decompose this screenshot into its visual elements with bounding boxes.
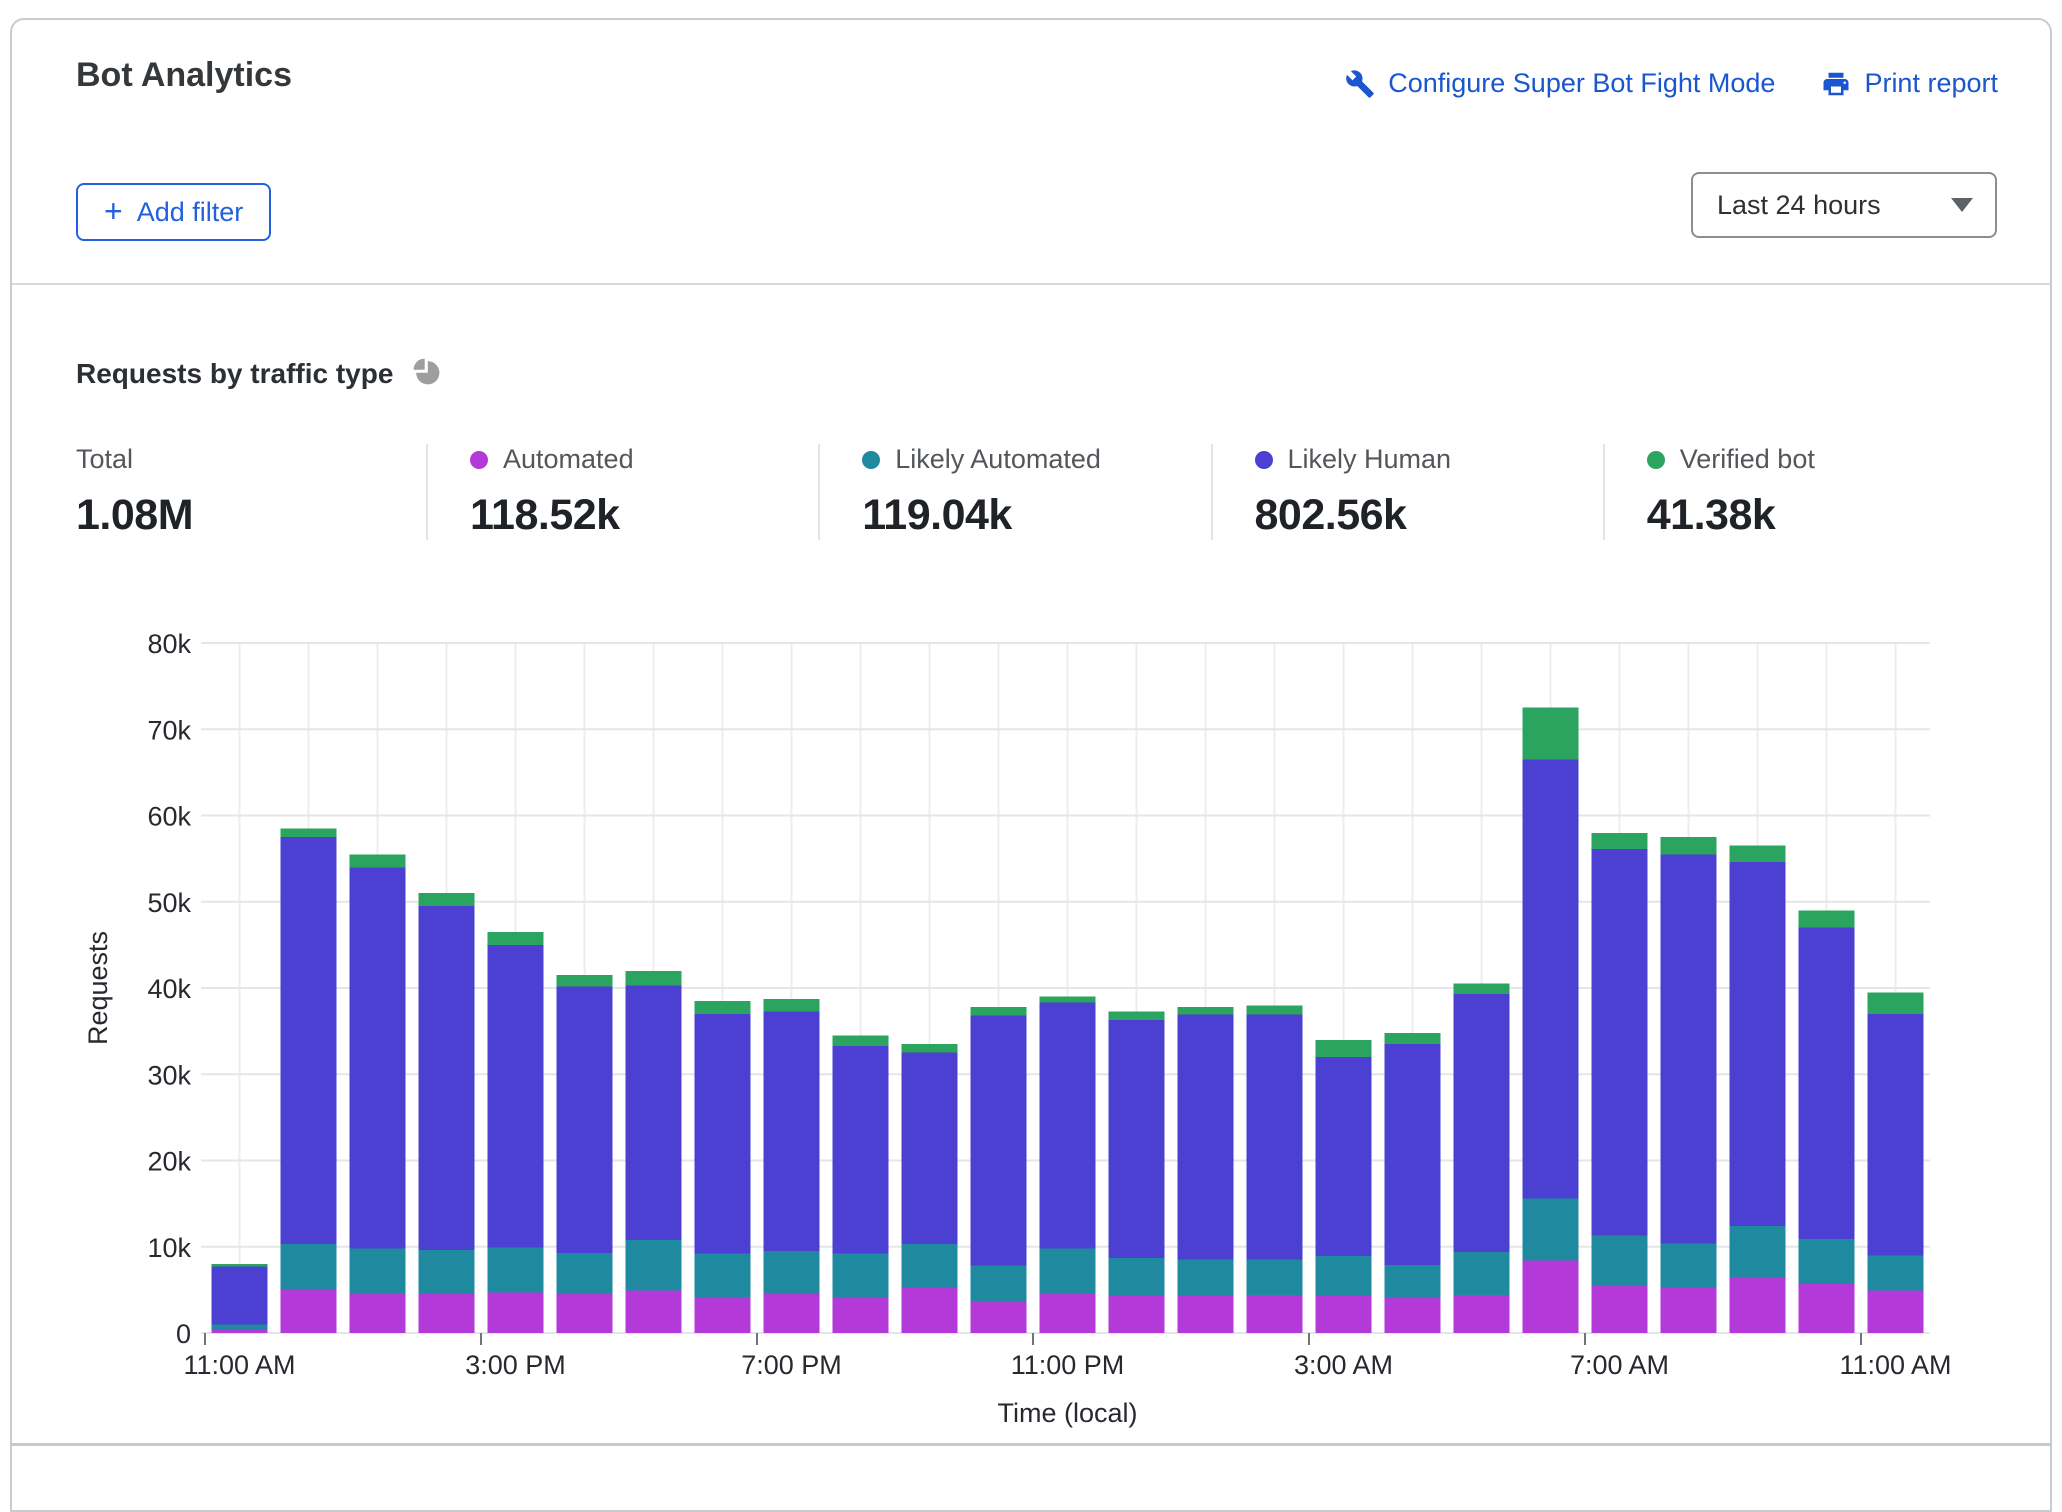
svg-text:50k: 50k — [147, 888, 191, 918]
svg-text:60k: 60k — [147, 802, 191, 832]
stat-verified-bot-value: 41.38k — [1646, 491, 1776, 539]
header-links: Configure Super Bot Fight Mode Print rep… — [1345, 68, 1998, 99]
likely-automated-legend-dot — [862, 450, 881, 469]
plus-icon: + — [104, 192, 123, 229]
stats-row: Total 1.08M Automated 118.52k Likely Aut… — [76, 444, 1995, 540]
stat-total: Total 1.08M — [76, 444, 426, 540]
svg-text:0: 0 — [176, 1319, 191, 1349]
time-range-select[interactable]: Last 24 hours — [1691, 172, 1997, 238]
configure-super-bot-fight-mode-link[interactable]: Configure Super Bot Fight Mode — [1345, 68, 1775, 99]
card-header: Bot Analytics Configure Super Bot Fight … — [12, 20, 2050, 285]
svg-text:Time (local): Time (local) — [997, 1398, 1137, 1428]
verified-bot-legend-dot — [1646, 450, 1665, 469]
stat-likely-human: Likely Human 802.56k — [1210, 444, 1603, 540]
add-filter-button[interactable]: + Add filter — [76, 183, 272, 241]
stat-verified-bot: Verified bot 41.38k — [1602, 444, 1995, 540]
print-link-label: Print report — [1864, 68, 1998, 98]
svg-text:11:00 PM: 11:00 PM — [1011, 1350, 1125, 1380]
bot-analytics-card: Bot Analytics Configure Super Bot Fight … — [10, 18, 2052, 1512]
svg-text:3:00 AM: 3:00 AM — [1294, 1350, 1393, 1380]
svg-text:11:00 AM: 11:00 AM — [183, 1350, 295, 1380]
stat-automated-label: Automated — [503, 444, 634, 474]
svg-text:3:00 PM: 3:00 PM — [465, 1350, 566, 1380]
automated-legend-dot — [470, 450, 488, 469]
page-title: Bot Analytics — [76, 56, 293, 94]
stat-automated: Automated 118.52k — [426, 444, 818, 540]
svg-text:40k: 40k — [147, 974, 191, 1004]
stat-total-value: 1.08M — [76, 491, 194, 539]
stat-likely-human-label: Likely Human — [1287, 444, 1452, 474]
section-title: Requests by traffic type — [76, 358, 394, 389]
pie-chart-icon — [411, 356, 442, 392]
likely-human-legend-dot — [1254, 450, 1273, 469]
svg-text:Requests: Requests — [83, 931, 113, 1045]
stat-likely-automated: Likely Automated 119.04k — [818, 444, 1210, 540]
stat-likely-human-value: 802.56k — [1254, 491, 1407, 539]
chevron-down-icon — [1951, 198, 1973, 212]
svg-text:20k: 20k — [147, 1147, 191, 1177]
printer-icon — [1821, 69, 1851, 99]
svg-text:30k: 30k — [147, 1060, 191, 1090]
stat-total-label: Total — [76, 444, 134, 474]
wrench-icon — [1345, 69, 1375, 99]
svg-text:7:00 AM: 7:00 AM — [1570, 1350, 1669, 1380]
svg-text:10k: 10k — [147, 1233, 191, 1263]
svg-text:70k: 70k — [147, 715, 191, 745]
section-title-row: Requests by traffic type — [76, 356, 442, 392]
stat-automated-value: 118.52k — [470, 491, 620, 539]
svg-text:11:00 AM: 11:00 AM — [1839, 1350, 1951, 1380]
time-range-value: Last 24 hours — [1717, 189, 1881, 220]
stat-likely-automated-value: 119.04k — [862, 491, 1012, 539]
svg-text:7:00 PM: 7:00 PM — [741, 1350, 842, 1380]
svg-text:80k: 80k — [147, 629, 191, 659]
add-filter-label: Add filter — [136, 196, 244, 227]
stat-verified-bot-label: Verified bot — [1679, 444, 1815, 474]
section-divider — [10, 1443, 2052, 1446]
stat-likely-automated-label: Likely Automated — [895, 444, 1101, 474]
requests-by-traffic-type-chart: 0 10k 20k 30k 40k 50k 60k 70k 80k 11:00 AM 3:00 PM… — [83, 629, 1952, 1428]
configure-link-label: Configure Super Bot Fight Mode — [1388, 68, 1776, 98]
print-report-link[interactable]: Print report — [1821, 68, 1998, 99]
